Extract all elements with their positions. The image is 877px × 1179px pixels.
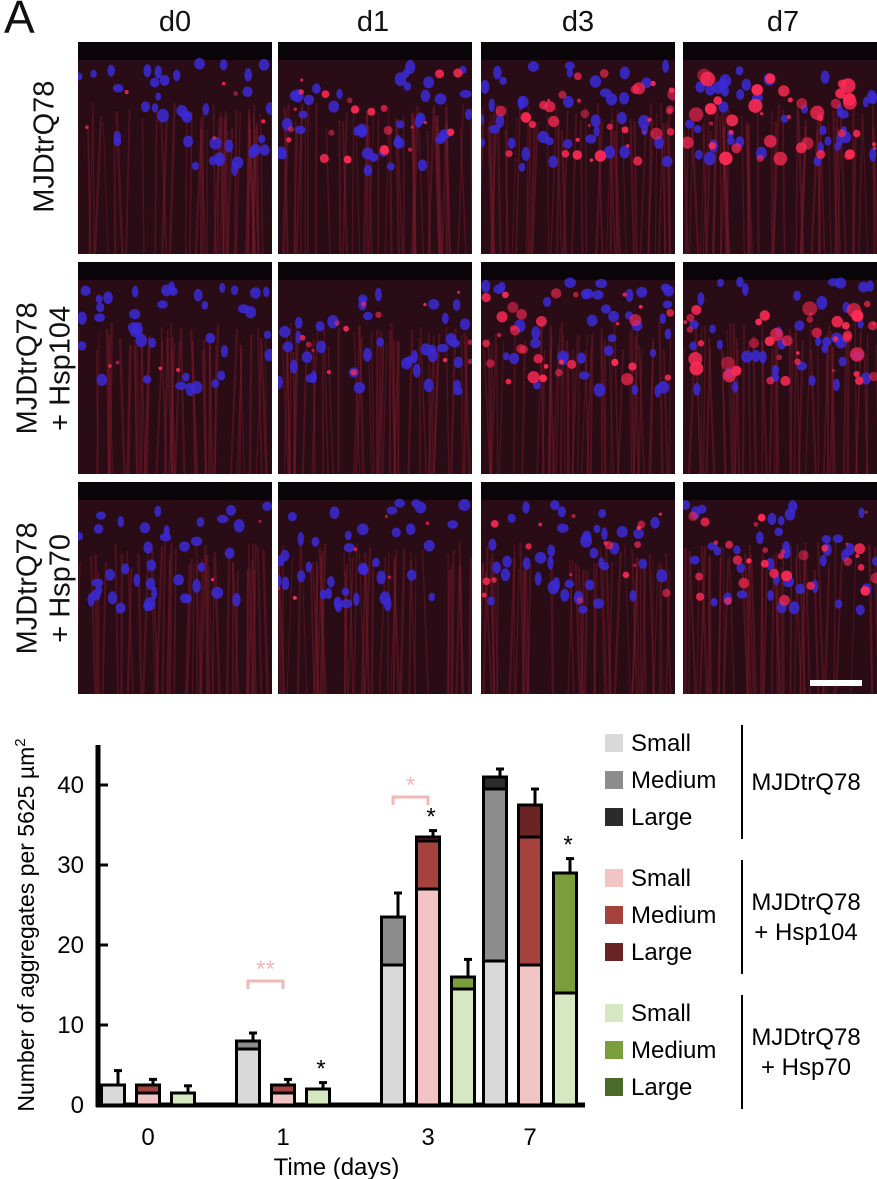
- legend-group-label: + Hsp70: [761, 1054, 851, 1081]
- legend-label-medium: Medium: [631, 902, 716, 929]
- bar-medium: [235, 1039, 261, 1051]
- micrograph-tile: [683, 42, 877, 254]
- micrograph-tile: [683, 262, 877, 474]
- legend-swatch-medium: [605, 906, 623, 924]
- legend-swatch-large: [605, 1078, 623, 1096]
- y-tick-label: 10: [57, 1012, 84, 1039]
- x-axis-label: Time (days): [274, 1154, 400, 1179]
- legend-swatch-medium: [605, 771, 623, 789]
- micrograph-tile: [481, 482, 675, 694]
- legend-group-label: MJDtrQ78: [751, 769, 860, 796]
- bar-large: [415, 835, 441, 843]
- bar-small: [517, 963, 543, 1107]
- bar-medium: [482, 787, 508, 963]
- y-tick-label: 30: [57, 852, 84, 879]
- micrograph-tile: [78, 482, 272, 694]
- significance-bracket-label: *: [406, 772, 415, 799]
- y-tick-label: 0: [71, 1092, 84, 1119]
- scale-bar: [810, 680, 862, 686]
- bar-medium: [270, 1083, 296, 1095]
- legend-group-label: MJDtrQ78: [751, 889, 860, 916]
- column-label-d3: d3: [561, 6, 595, 38]
- legend-label-large: Large: [631, 939, 692, 966]
- legend-label-small: Small: [631, 1000, 691, 1027]
- significance-bracket: [391, 795, 430, 805]
- legend-swatch-large: [605, 943, 623, 961]
- column-label-d0: d0: [158, 6, 192, 38]
- legend-group-label: + Hsp104: [754, 919, 857, 946]
- legend-swatch-small: [605, 734, 623, 752]
- legend-label-medium: Medium: [631, 767, 716, 794]
- row-label-line: MJDtrQ78: [11, 522, 44, 655]
- row-label-line: MJDtrQ78: [11, 302, 44, 435]
- bar-medium: [135, 1083, 161, 1095]
- legend-group-label: MJDtrQ78: [751, 1024, 860, 1051]
- bar-large: [517, 803, 543, 839]
- micrograph-tile: [278, 482, 472, 694]
- micrograph-tile: [278, 42, 472, 254]
- significance-star: *: [316, 1056, 325, 1083]
- panel-letter: A: [4, 0, 35, 43]
- bar-chart: 0 10 20 30 40 0 1 3 7 Time (days) Number of aggreg…: [12, 725, 861, 1179]
- bar-small: [135, 1091, 161, 1107]
- bar-small: [380, 963, 406, 1107]
- row-label-mjdtrq78: MJDtrQ78: [28, 67, 61, 227]
- legend-swatch-small: [605, 869, 623, 887]
- micrograph-tile: [78, 262, 272, 474]
- x-tick-label: 3: [421, 1124, 434, 1151]
- micrograph-tile: [278, 262, 472, 474]
- legend-swatch-medium: [605, 1041, 623, 1059]
- significance-bracket-label: **: [256, 956, 275, 983]
- micrograph-tile: [683, 482, 877, 694]
- y-axis-label: Number of aggregates per 5625 µm2: [12, 738, 39, 1111]
- micrograph-tile: [481, 42, 675, 254]
- legend-label-small: Small: [631, 865, 691, 892]
- row-label-hsp104: MJDtrQ78 + Hsp104: [12, 288, 79, 448]
- y-tick-label: 40: [57, 772, 84, 799]
- row-label-line: + Hsp70: [45, 533, 77, 643]
- significance-star: *: [563, 832, 572, 859]
- legend-label-large: Large: [631, 804, 692, 831]
- bar-medium: [450, 975, 476, 991]
- x-tick-label: 7: [523, 1124, 536, 1151]
- y-axis-label-superscript: 2: [12, 738, 29, 746]
- bar-small: [415, 887, 441, 1107]
- bar-small: [100, 1083, 126, 1107]
- x-tick-label: 0: [141, 1124, 154, 1151]
- bar-medium: [552, 871, 578, 995]
- bar-small: [235, 1047, 261, 1107]
- row-label-line: + Hsp104: [45, 305, 77, 431]
- legend-label-small: Small: [631, 730, 691, 757]
- significance-star: *: [426, 804, 435, 831]
- significance-bracket: [246, 979, 285, 989]
- bar-small: [450, 987, 476, 1107]
- bar-small: [270, 1091, 296, 1107]
- bar-large: [482, 775, 508, 791]
- column-label-d1: d1: [356, 6, 390, 38]
- legend-label-large: Large: [631, 1074, 692, 1101]
- bar-small: [552, 991, 578, 1107]
- row-label-hsp70: MJDtrQ78 + Hsp70: [12, 508, 79, 668]
- bar-medium: [415, 839, 441, 891]
- legend-swatch-small: [605, 1004, 623, 1022]
- column-label-d7: d7: [766, 6, 800, 38]
- x-tick-label: 1: [276, 1124, 289, 1151]
- y-tick-label: 20: [57, 932, 84, 959]
- legend-label-medium: Medium: [631, 1037, 716, 1064]
- bar-small: [482, 959, 508, 1107]
- micrograph-tile: [78, 42, 272, 254]
- legend-swatch-large: [605, 808, 623, 826]
- bar-small: [305, 1087, 331, 1107]
- row-label-line: MJDtrQ78: [28, 80, 61, 213]
- micrograph-tile: [481, 262, 675, 474]
- bar-medium: [517, 835, 543, 967]
- bar-small: [170, 1091, 196, 1107]
- bar-medium: [380, 915, 406, 967]
